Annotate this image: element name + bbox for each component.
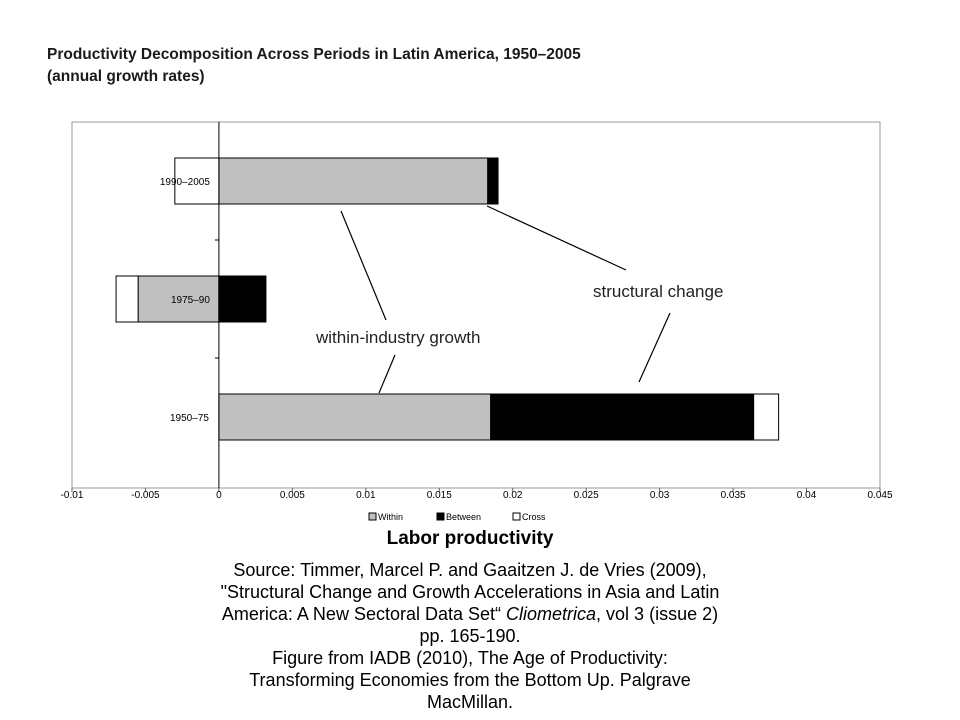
legend-label-between: Between [446, 512, 481, 522]
caption-line-3-post: , vol 3 (issue 2) [596, 604, 719, 624]
legend: Within Between Cross [368, 512, 546, 522]
callout-line-within-top [340, 210, 387, 321]
caption-journal: Cliometrica [506, 604, 597, 624]
caption-source: Source: Timmer, Marcel P. and Gaaitzen J… [150, 559, 790, 713]
annotation-structural-change: structural change [593, 282, 723, 301]
caption-line-3-pre: America: A New Sectoral Data Set“ [221, 604, 507, 624]
caption-line-5: Figure from IADB (2010), The Age of Prod… [272, 648, 668, 668]
annotations-layer: within-industry growth structural change [315, 205, 723, 394]
x-tick-label-9: 0.03 [650, 490, 670, 501]
bar-cross-1 [174, 157, 220, 205]
x-tick-label-11: 0.04 [797, 490, 817, 501]
ticks-layer: -0.01 -0.005 0 0.005 0.01 0.015 0.02 0.025 0.03 0… [61, 122, 893, 501]
x-tick-label-5: 0.01 [356, 490, 376, 501]
x-tick-label-8: 0.025 [574, 490, 599, 501]
bar-between-1 [487, 157, 499, 205]
caption-line-6: Transforming Economies from the Bottom U… [249, 670, 691, 690]
bar-between-3 [490, 393, 755, 441]
category-label-1: 1990–2005 [160, 177, 210, 188]
x-tick-label-1: -0.01 [61, 490, 84, 501]
chart-title-line-2: (annual growth rates) [47, 68, 205, 85]
callout-line-structural-top [486, 205, 627, 271]
x-tick-label-12: 0.045 [867, 490, 892, 501]
legend-label-cross: Cross [522, 512, 546, 522]
bar-between-2 [218, 275, 267, 323]
bar-within-3 [218, 393, 492, 441]
chart-title: Productivity Decomposition Across Period… [47, 44, 581, 88]
bar-within-2 [137, 275, 220, 323]
x-tick-label-2: -0.005 [131, 490, 160, 501]
legend-swatch-cross [512, 512, 521, 521]
legend-swatch-between [436, 512, 445, 521]
x-tick-label-7: 0.02 [503, 490, 523, 501]
chart-title-line-1: Productivity Decomposition Across Period… [47, 46, 581, 63]
callout-line-within-bottom [378, 354, 396, 394]
plot-frame [71, 121, 881, 489]
category-label-2: 1975–90 [171, 295, 210, 306]
bar-cross-3 [753, 393, 780, 441]
x-tick-label-6: 0.015 [427, 490, 452, 501]
caption-line-3: America: A New Sectoral Data Set“ Cliome… [150, 603, 790, 625]
annotation-within-industry-growth: within-industry growth [315, 328, 480, 347]
x-tick-label-3: 0 [216, 490, 222, 501]
bar-within-1 [218, 157, 489, 205]
caption-line-1: Source: Timmer, Marcel P. and Gaaitzen J… [233, 560, 707, 580]
caption-line-7: MacMillan. [426, 692, 514, 712]
x-tick-label-10: 0.035 [721, 490, 746, 501]
caption-title: Labor productivity [386, 528, 554, 549]
category-label-3: 1950–75 [170, 413, 209, 424]
x-tick-label-4: 0.005 [280, 490, 305, 501]
bar-cross-2 [115, 275, 139, 323]
legend-label-within: Within [378, 512, 403, 522]
caption-line-2: "Structural Change and Growth Accelerati… [220, 582, 720, 602]
caption-line-4: pp. 165-190. [419, 626, 521, 646]
legend-swatch-within [368, 512, 377, 521]
callout-line-structural-bottom [638, 312, 671, 383]
